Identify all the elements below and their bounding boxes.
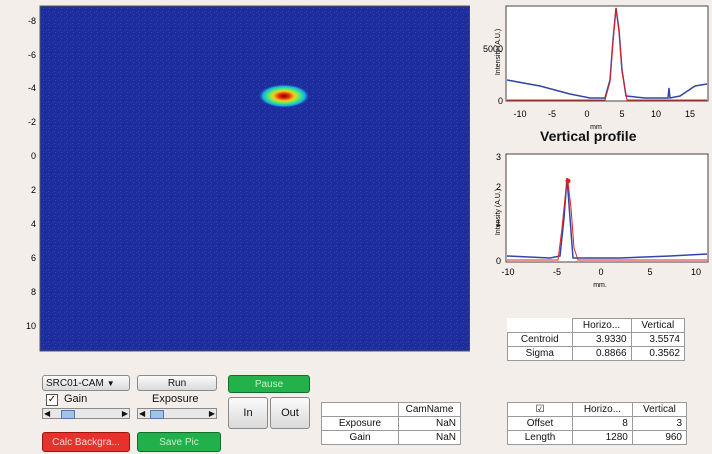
vertical-profile-y-tick: 2 [496, 182, 501, 192]
roi-header-horizontal: Horizo... [572, 402, 633, 417]
roi-header-vertical: Vertical [631, 402, 688, 417]
exposure-slider-thumb[interactable] [150, 410, 164, 419]
vertical-profile-title: Vertical profile [540, 128, 637, 144]
horizontal-profile-xlabel: mm [590, 124, 602, 131]
horizontal-profile-x-tick: 5 [619, 109, 624, 119]
run-button[interactable]: Run [137, 375, 217, 391]
table-row: Centroid 3.9330 3.5574 [507, 332, 686, 347]
save-pic-button[interactable]: Save Pic [137, 432, 221, 452]
roi-row-label: Offset [507, 416, 573, 431]
camera-select-value: SRC01-CAM [46, 377, 104, 389]
roi-header-checkbox[interactable]: ☑ [507, 402, 573, 417]
camera-select[interactable]: SRC01-CAM ▼ [42, 375, 130, 391]
table-row: Sigma 0.8866 0.3562 [507, 346, 686, 361]
in-button[interactable]: In [228, 397, 268, 429]
horizontal-profile-x-tick: -10 [513, 109, 526, 119]
horizontal-profile-fit [507, 7, 707, 101]
image-y-tick: 2 [31, 185, 36, 195]
stats-row-label: Sigma [507, 346, 573, 361]
gain-slider-thumb[interactable] [61, 410, 75, 419]
beam-spot [258, 84, 310, 108]
pause-button[interactable]: Pause [228, 375, 310, 393]
stats-table: Horizo... Vertical Centroid 3.9330 3.557… [507, 318, 686, 361]
image-y-tick: -8 [28, 16, 36, 26]
roi-offset-v[interactable]: 3 [631, 416, 688, 431]
vertical-profile-y-tick: 3 [496, 152, 501, 162]
horizontal-profile-x-tick: 0 [584, 109, 589, 119]
horizontal-profile-x-tick: -5 [548, 109, 556, 119]
stats-sigma-h[interactable]: 0.8866 [571, 346, 632, 361]
vertical-profile-xlabel: mm. [593, 282, 607, 289]
image-y-tick: -6 [28, 50, 36, 60]
horizontal-profile-ylabel: Intensity (A.U.) [495, 29, 502, 75]
image-y-tick: 0 [31, 151, 36, 161]
table-row: Length 1280 960 [507, 430, 688, 445]
vertical-profile-x-tick: -5 [553, 267, 561, 277]
stats-row-label: Centroid [507, 332, 573, 347]
calc-background-button[interactable]: Calc Backgra... [42, 432, 130, 452]
image-y-tick: 8 [31, 287, 36, 297]
chevron-right-icon[interactable]: ▶ [121, 409, 128, 418]
vertical-profile-x-tick: 5 [647, 267, 652, 277]
stats-centroid-h[interactable]: 3.9330 [571, 332, 632, 347]
image-y-tick: 4 [31, 219, 36, 229]
camera-table: CamName Exposure NaN Gain NaN [321, 402, 461, 445]
exposure-label: Exposure [152, 393, 199, 405]
horizontal-profile-plot: Intensity (A.U.) 5000 0 -10 -5 0 5 10 15 mm [483, 5, 709, 131]
vertical-profile-y-tick: 1 [496, 218, 501, 228]
image-y-tick: 6 [31, 253, 36, 263]
camera-header-camname: CamName [398, 402, 461, 417]
chevron-down-icon: ▼ [106, 378, 115, 388]
exposure-slider[interactable]: ◀ ▶ [137, 408, 217, 419]
out-button[interactable]: Out [270, 397, 310, 429]
roi-length-v[interactable]: 960 [631, 430, 688, 445]
vertical-profile-y-tick: 0 [496, 256, 501, 266]
image-y-tick: 10 [26, 321, 36, 331]
roi-length-h[interactable]: 1280 [572, 430, 633, 445]
image-y-tick: -2 [28, 117, 36, 127]
vertical-profile-x-tick: -10 [501, 267, 514, 277]
vertical-profile-trace [506, 177, 708, 259]
roi-row-label: Length [507, 430, 573, 445]
vertical-profile-x-tick: 10 [691, 267, 701, 277]
horizontal-profile-ytick: 5000 [483, 44, 503, 54]
table-row: Gain NaN [321, 430, 461, 445]
horizontal-profile-x-tick: 15 [685, 109, 695, 119]
gain-checkbox[interactable]: ✓ [46, 394, 58, 406]
horizontal-profile-x-tick: 10 [651, 109, 661, 119]
image-y-tick: -4 [28, 83, 36, 93]
gain-label: Gain [64, 393, 88, 405]
camera-row-label: Gain [321, 430, 399, 445]
roi-offset-h[interactable]: 8 [572, 416, 633, 431]
chevron-left-icon[interactable]: ◀ [44, 409, 51, 418]
vertical-profile-ylabel: Intensity (A.U.) [495, 189, 502, 235]
image-area [40, 6, 470, 351]
camera-exposure-value[interactable]: NaN [398, 416, 461, 431]
horizontal-profile-ytick: 0 [498, 96, 503, 106]
chevron-left-icon[interactable]: ◀ [139, 409, 146, 418]
stats-centroid-v[interactable]: 3.5574 [630, 332, 686, 347]
table-row: Offset 8 3 [507, 416, 688, 431]
table-row: Exposure NaN [321, 416, 461, 431]
roi-table: ☑ Horizo... Vertical Offset 8 3 Length 1… [507, 402, 688, 445]
camera-gain-value[interactable]: NaN [398, 430, 461, 445]
vertical-profile-x-tick: 0 [598, 267, 603, 277]
vertical-profile-peak-marker [565, 178, 571, 184]
stats-sigma-v[interactable]: 0.3562 [630, 346, 686, 361]
camera-row-label: Exposure [321, 416, 399, 431]
gain-slider[interactable]: ◀ ▶ [42, 408, 130, 419]
chevron-right-icon[interactable]: ▶ [208, 409, 215, 418]
stats-header-vertical: Vertical [630, 318, 686, 333]
check-icon: ☑ [535, 404, 545, 415]
stats-header-horizontal: Horizo... [571, 318, 632, 333]
